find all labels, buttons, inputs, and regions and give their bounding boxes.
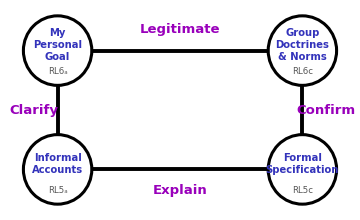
Text: RL6c: RL6c (292, 67, 313, 76)
Text: Clarify: Clarify (10, 103, 59, 117)
Ellipse shape (268, 16, 337, 85)
Text: RL5ₐ: RL5ₐ (48, 186, 67, 195)
Text: RL6ₐ: RL6ₐ (48, 67, 67, 76)
Ellipse shape (23, 16, 92, 85)
Text: My
Personal
Goal: My Personal Goal (33, 28, 82, 62)
Text: Explain: Explain (153, 184, 207, 197)
Text: Confirm: Confirm (296, 103, 355, 117)
Text: Legitimate: Legitimate (140, 23, 220, 36)
Text: RL5c: RL5c (292, 186, 313, 195)
Ellipse shape (23, 135, 92, 204)
Ellipse shape (268, 135, 337, 204)
Text: Group
Doctrines
& Norms: Group Doctrines & Norms (275, 28, 329, 62)
Text: Formal
Specification: Formal Specification (266, 153, 339, 175)
Text: Informal
Accounts: Informal Accounts (32, 153, 83, 175)
